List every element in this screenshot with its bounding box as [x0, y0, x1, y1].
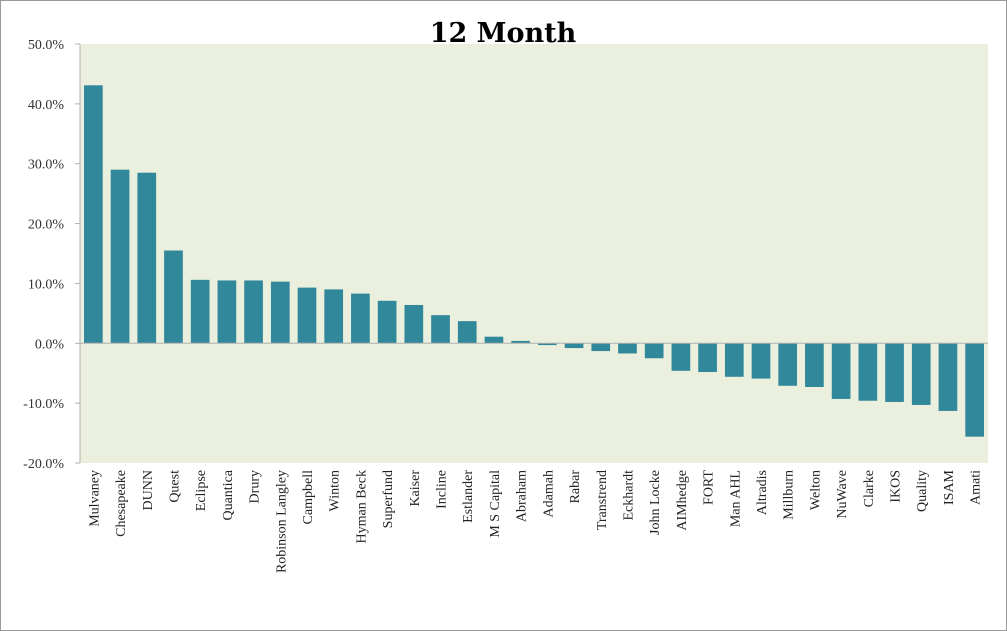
bar	[431, 315, 450, 344]
x-tick-label: Quantica	[221, 469, 236, 520]
bar	[938, 343, 958, 411]
bar	[538, 343, 557, 346]
y-tick-label: -10.0%	[23, 397, 64, 412]
bar	[137, 172, 157, 344]
x-tick-label: Eclipse	[194, 470, 209, 511]
x-tick-label: Chesapeake	[114, 470, 129, 537]
bar-series	[84, 85, 984, 437]
y-tick-label: 40.0%	[28, 98, 65, 113]
x-tick-label: Eckhardt	[621, 470, 636, 521]
x-tick-label: M S Capital	[488, 470, 503, 538]
bar	[671, 343, 691, 371]
x-tick-label: Welton	[808, 470, 823, 510]
bar	[404, 304, 424, 344]
bar	[618, 343, 637, 354]
bar	[297, 287, 317, 344]
y-tick-label: 50.0%	[28, 38, 65, 53]
chart-title: 12 Month	[430, 18, 577, 49]
bar	[270, 281, 290, 344]
x-tick-label: FORT	[702, 470, 717, 505]
plot-area	[80, 44, 988, 463]
x-tick-label: Winton	[328, 470, 343, 511]
x-tick-label: Quality	[915, 470, 930, 512]
bar	[778, 343, 798, 386]
bar	[644, 343, 664, 359]
bar	[244, 280, 263, 344]
bar	[217, 280, 237, 344]
bar	[110, 169, 130, 344]
bar	[885, 343, 904, 402]
bar	[511, 340, 530, 344]
x-tick-label: Drury	[248, 470, 263, 503]
y-tick-label: 30.0%	[28, 158, 65, 173]
x-tick-label: Superfund	[381, 470, 396, 528]
bar	[591, 343, 611, 352]
bar	[190, 279, 210, 344]
x-tick-label: Quest	[167, 470, 182, 503]
y-tick-label: -20.0%	[23, 457, 64, 472]
x-tick-label: Millburn	[782, 470, 797, 520]
x-tick-label: AIMhedge	[675, 470, 690, 531]
bar	[564, 343, 584, 349]
x-tick-label: ISAM	[942, 469, 957, 505]
bar	[484, 336, 504, 344]
bar	[751, 343, 771, 379]
bar	[805, 343, 824, 387]
x-tick-label: IKOS	[889, 470, 904, 503]
x-tick-label: Incline	[435, 470, 450, 509]
x-tick-label: Amati	[969, 470, 984, 505]
x-tick-label: Man AHL	[728, 470, 743, 527]
bar	[84, 85, 103, 344]
bar	[351, 293, 370, 344]
bar	[164, 250, 183, 344]
x-tick-label: DUNN	[141, 470, 156, 510]
bar	[324, 289, 344, 344]
y-tick-label: 0.0%	[35, 337, 65, 352]
x-tick-label: Robinson Langley	[274, 470, 289, 573]
x-tick-label: Campbell	[301, 470, 316, 525]
x-tick-label: Kaiser	[408, 470, 423, 507]
x-tick-label: Estlander	[461, 470, 476, 523]
x-tick-label: Rabar	[568, 470, 583, 504]
x-axis: Mulvaney Chesapeake DUNN Quest Eclipse Quanti…	[80, 342, 988, 573]
bar	[724, 343, 744, 377]
y-axis: 50.0% 40.0% 30.0% 20.0% 10.0% 0.0% -10.0% -20.0…	[23, 38, 81, 472]
bar	[457, 321, 477, 344]
y-tick-label: 10.0%	[28, 277, 65, 292]
x-tick-label: Mulvaney	[87, 470, 102, 527]
bar	[831, 343, 851, 399]
y-tick-label: 20.0%	[28, 218, 65, 233]
x-tick-label: Hyman Beck	[354, 470, 369, 543]
bar	[965, 343, 984, 437]
x-tick-label: John Locke	[648, 470, 663, 535]
x-tick-label: Altradis	[755, 470, 770, 515]
x-tick-label: Abraham	[515, 470, 530, 522]
x-tick-label: Adamah	[541, 470, 556, 517]
x-tick-label: Transtrend	[595, 470, 610, 530]
bar	[911, 343, 931, 405]
bar	[377, 300, 397, 344]
x-tick-label: Clarke	[862, 470, 877, 507]
bar	[858, 343, 878, 401]
bar	[698, 343, 717, 373]
x-tick-label: NuWave	[835, 470, 850, 519]
